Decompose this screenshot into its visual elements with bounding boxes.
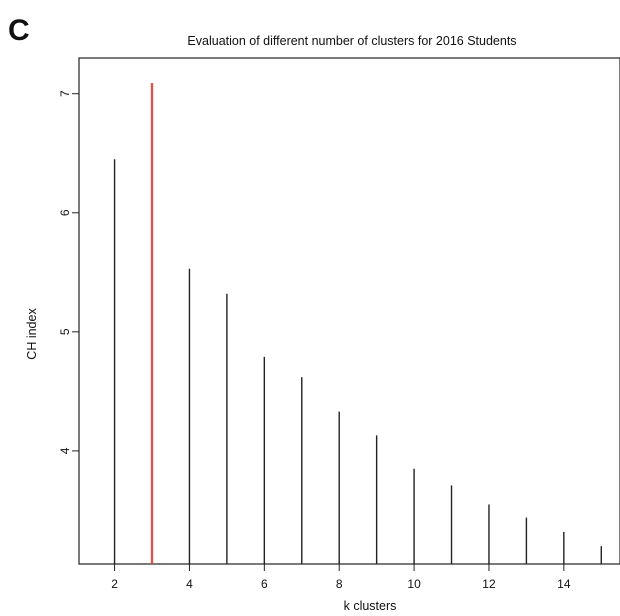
x-tick-label-10: 10 — [407, 577, 421, 591]
x-tick-label-4: 4 — [186, 577, 193, 591]
x-axis-title: k clusters — [344, 599, 397, 613]
chart-title: Evaluation of different number of cluste… — [187, 34, 516, 48]
x-tick-label-14: 14 — [557, 577, 571, 591]
x-tick-label-6: 6 — [261, 577, 268, 591]
y-tick-label-5: 5 — [58, 328, 72, 335]
x-tick-label-8: 8 — [336, 577, 343, 591]
panel-label: C — [8, 14, 30, 47]
bars-group — [113, 83, 602, 564]
x-axis: 2 4 6 8 10 12 14 — [111, 564, 571, 591]
y-tick-label-4: 4 — [58, 447, 72, 454]
y-axis: 4 5 6 7 — [58, 90, 79, 454]
y-tick-label-6: 6 — [58, 209, 72, 216]
y-axis-title: CH index — [25, 308, 39, 360]
x-tick-label-2: 2 — [111, 577, 118, 591]
x-tick-label-12: 12 — [482, 577, 496, 591]
y-tick-label-7: 7 — [58, 90, 72, 97]
plot-frame — [78, 57, 620, 565]
